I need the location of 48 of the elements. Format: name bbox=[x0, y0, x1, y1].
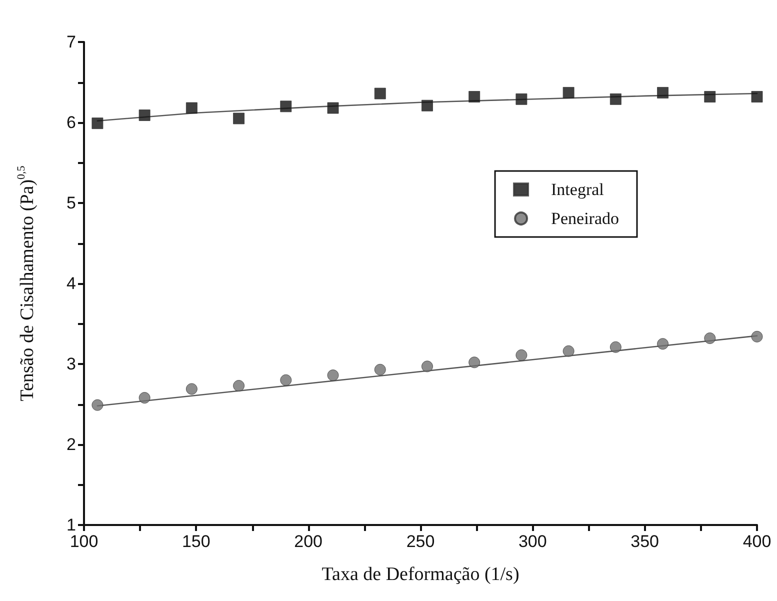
y-tick-label: 6 bbox=[66, 113, 76, 132]
point bbox=[657, 338, 669, 350]
point bbox=[327, 102, 339, 114]
point bbox=[610, 341, 622, 353]
point bbox=[280, 374, 292, 386]
point bbox=[138, 392, 150, 404]
point bbox=[657, 86, 669, 98]
point bbox=[233, 112, 245, 124]
x-tick-label: 150 bbox=[182, 532, 210, 551]
point bbox=[704, 332, 716, 344]
y-tick-label: 5 bbox=[66, 194, 76, 212]
y-tick-label: 2 bbox=[66, 435, 76, 454]
x-tick-label: 250 bbox=[406, 532, 435, 551]
point bbox=[468, 356, 480, 368]
x-tick-label: 350 bbox=[630, 532, 660, 551]
point bbox=[704, 90, 716, 102]
point bbox=[233, 380, 245, 392]
y-axis-title: Tensão de Cisalhamento (Pa)0,5 bbox=[16, 165, 38, 402]
y-tick-label: 4 bbox=[66, 274, 76, 293]
point bbox=[562, 345, 574, 357]
point bbox=[186, 102, 198, 114]
x-tick-label: 400 bbox=[742, 532, 772, 551]
point bbox=[610, 93, 622, 105]
point bbox=[186, 383, 198, 395]
x-tick-label: 300 bbox=[518, 532, 547, 551]
point bbox=[327, 370, 339, 382]
point bbox=[421, 360, 433, 372]
point bbox=[138, 110, 150, 122]
point bbox=[374, 364, 386, 376]
point bbox=[751, 90, 763, 102]
point bbox=[751, 330, 763, 342]
point bbox=[516, 93, 528, 105]
point bbox=[280, 100, 292, 112]
x-tick-label: 100 bbox=[70, 532, 98, 551]
point bbox=[92, 118, 104, 130]
point bbox=[516, 349, 528, 361]
legend-label: Peneirado bbox=[551, 209, 620, 228]
y-tick-label: 7 bbox=[66, 32, 76, 52]
y-tick-label: 1 bbox=[66, 516, 76, 534]
x-axis-title: Taxa de Deformação (1/s) bbox=[322, 564, 520, 585]
x-tick-label: 200 bbox=[294, 532, 323, 551]
y-tick-label: 3 bbox=[66, 354, 76, 374]
point bbox=[374, 88, 386, 100]
point bbox=[468, 90, 480, 102]
point bbox=[421, 100, 433, 112]
legend-label: Integral bbox=[551, 180, 604, 199]
point bbox=[562, 86, 574, 98]
point bbox=[92, 399, 104, 411]
